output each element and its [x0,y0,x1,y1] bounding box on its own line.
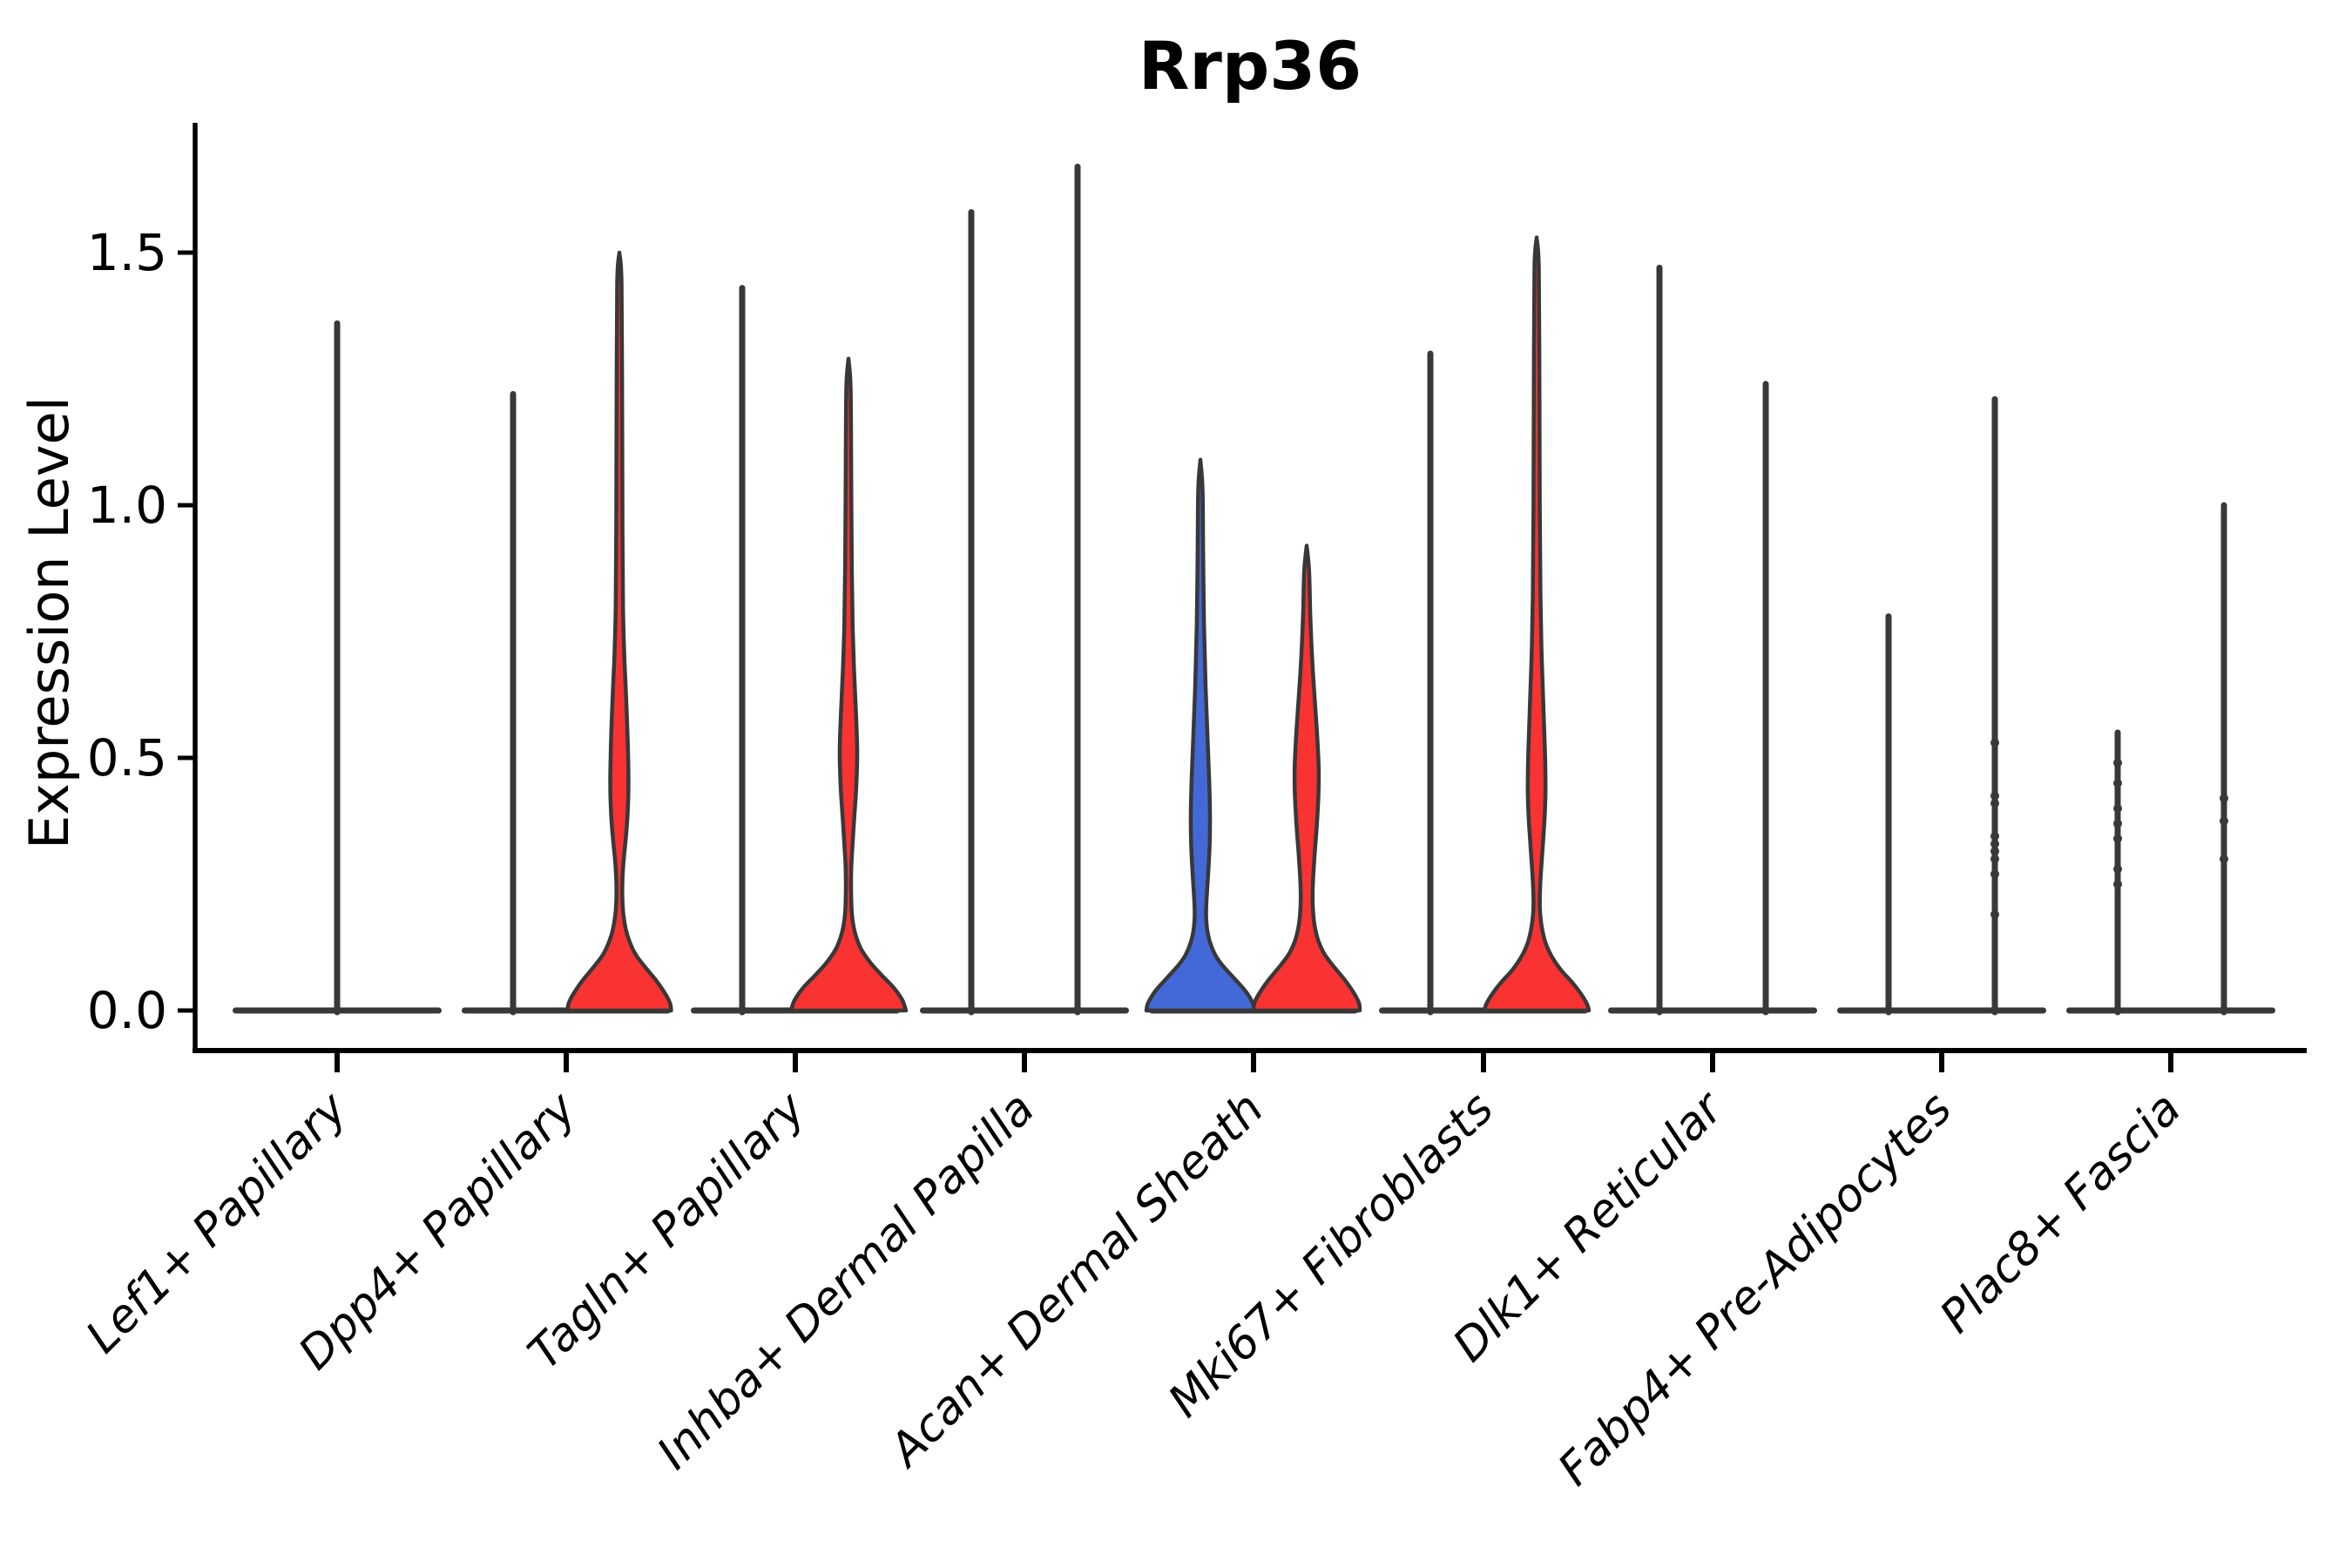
violin-body-2-right [788,356,909,1013]
violin-point-7-right-5 [1990,847,1999,856]
violin-body-4-left [1144,457,1257,1013]
violin-point-7-right-3 [1990,831,1999,841]
violin-point-7-right-6 [1990,855,1999,863]
violin-baseline-7 [1837,1007,2046,1014]
violin-point-8-left-2 [2113,804,2122,813]
y-tick-label-0.0: 0.0 [87,981,167,1040]
violin-point-7-right-4 [1990,839,1999,848]
violin-baseline-8 [2066,1007,2275,1014]
violin-point-7-right-0 [1990,738,1999,747]
violin-point-8-left-1 [2113,779,2122,787]
y-axis-label: Expression Level [17,396,81,849]
violin-point-8-left-0 [2113,758,2122,767]
violin-point-7-right-7 [1990,869,1999,879]
violin-point-8-right-1 [2220,816,2228,826]
violin-point-8-right-0 [2220,794,2228,803]
violins-layer [233,163,2275,1016]
chart-title: Rrp36 [1139,27,1362,105]
y-tick-label-1.5: 1.5 [87,223,167,282]
violin-point-8-left-4 [2113,834,2122,843]
violin-point-8-left-3 [2113,819,2122,828]
violin-point-8-left-5 [2113,864,2122,874]
violin-baseline-3 [920,1007,1129,1014]
violin-baseline-6 [1608,1007,1817,1014]
violin-body-1-right [565,250,673,1013]
violin-point-7-right-8 [1990,909,1999,919]
violin-point-8-right-2 [2220,855,2228,863]
violin-body-4-right [1251,544,1362,1013]
violin-body-5-right [1482,235,1592,1013]
violin-point-7-right-1 [1990,791,1999,801]
y-tick-label-0.5: 0.5 [87,728,167,787]
violin-point-7-right-2 [1990,799,1999,808]
violin-point-8-left-6 [2113,880,2122,889]
y-tick-label-1.0: 1.0 [87,476,167,535]
